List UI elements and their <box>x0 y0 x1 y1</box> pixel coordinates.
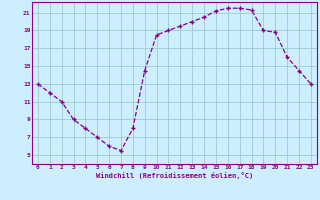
X-axis label: Windchill (Refroidissement éolien,°C): Windchill (Refroidissement éolien,°C) <box>96 172 253 179</box>
